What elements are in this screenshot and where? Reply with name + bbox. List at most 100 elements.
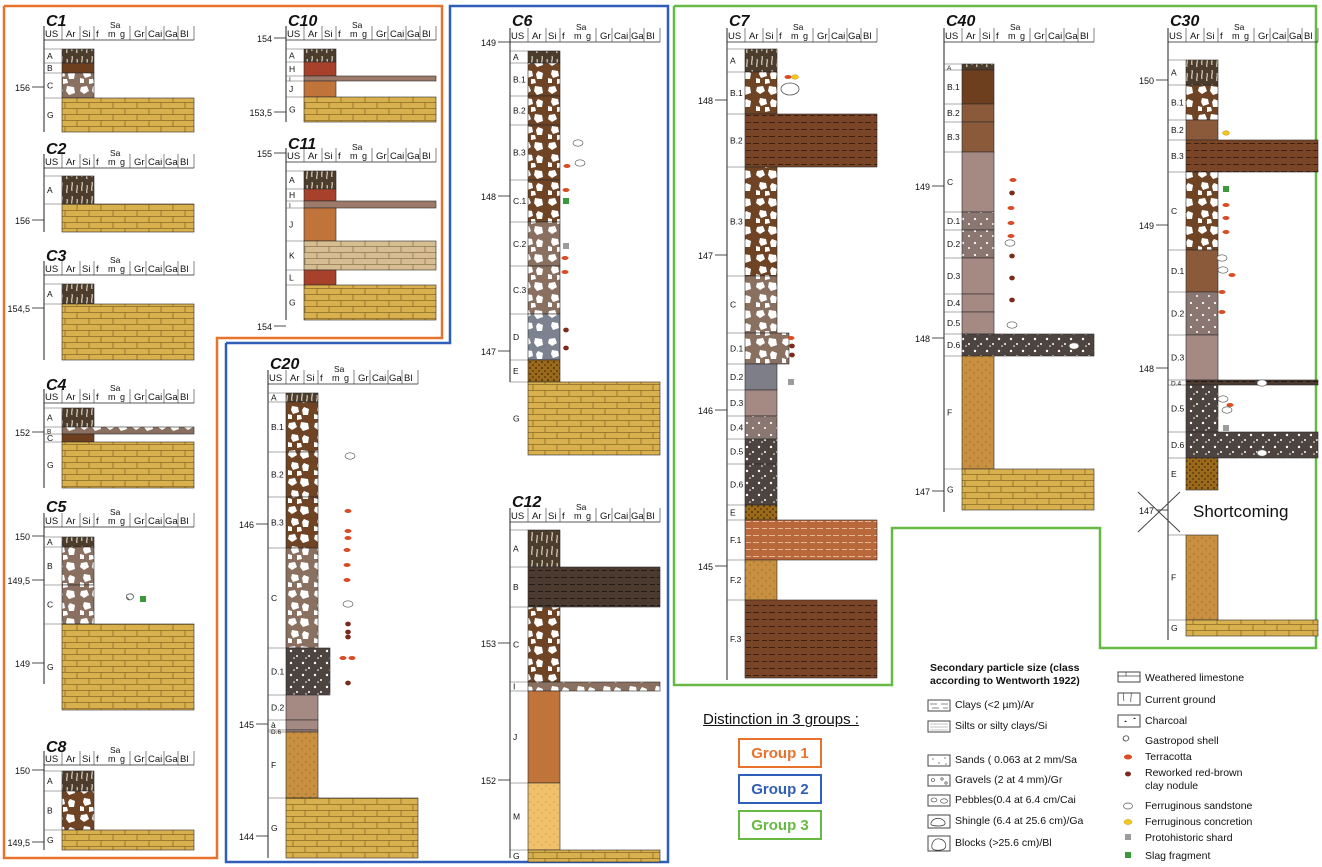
header-ar: Ar <box>1190 31 1200 42</box>
unit-layer <box>744 438 778 465</box>
header-gr: Gr <box>134 754 145 765</box>
legend-blocks: Blocks (>25.6 cm)/Bl <box>955 837 1052 849</box>
header-sa: Sa <box>576 502 587 512</box>
header-si: Si <box>82 29 90 40</box>
clay-nodule-marker <box>1009 275 1015 281</box>
header-us: US <box>45 392 58 403</box>
depth-label: 154 <box>257 322 272 332</box>
unit-label: B.1 <box>1171 98 1184 108</box>
depth-label: 156 <box>15 83 30 93</box>
unit-layer <box>303 188 337 202</box>
unit-label: J <box>289 84 293 94</box>
header-cai: Cai <box>148 516 162 527</box>
depth-label: 152 <box>15 428 30 438</box>
unit-layer <box>527 95 561 126</box>
header-bl: Bl <box>180 264 188 275</box>
header-cai: Cai <box>1048 31 1062 42</box>
header-g: g <box>362 151 367 161</box>
header-si: Si <box>324 29 332 40</box>
header-m: m <box>108 516 116 526</box>
depth-label: 154,5 <box>7 304 30 314</box>
header-f: f <box>562 511 565 522</box>
header-g: g <box>362 29 367 39</box>
clay-nodule-marker <box>345 629 351 635</box>
unit-label: F <box>947 408 952 418</box>
unit-layer <box>527 690 561 784</box>
depth-label: 150 <box>1139 76 1154 86</box>
unit-label: I <box>289 203 291 210</box>
header-ar: Ar <box>532 511 542 522</box>
header-gr: Gr <box>376 29 387 40</box>
legend-terracotta: Terracotta <box>1145 751 1192 763</box>
legend-shingle: Shingle (6.4 at 25.6 cm)/Ga <box>955 815 1084 827</box>
terracotta-marker <box>348 656 356 660</box>
unit-layer <box>61 175 95 205</box>
unit-layer <box>1185 457 1219 491</box>
protohistoric-shard-marker <box>788 379 794 385</box>
depth-label: 147 <box>698 251 713 261</box>
unit-layer <box>303 240 437 271</box>
depth-label: 153 <box>481 639 496 649</box>
terracotta-marker <box>1007 221 1015 225</box>
unit-layer <box>61 584 95 625</box>
header-ar: Ar <box>66 157 76 168</box>
unit-label: G <box>289 298 296 308</box>
header-cai: Cai <box>1272 31 1286 42</box>
header-si: Si <box>82 754 90 765</box>
header-ga: Ga <box>1289 31 1302 42</box>
header-si: Si <box>765 31 773 42</box>
unit-label: G <box>1171 623 1178 633</box>
column-title: C4 <box>46 377 67 394</box>
unit-layer <box>1185 431 1319 459</box>
unit-label: A <box>47 289 53 299</box>
unit-layer <box>61 407 95 428</box>
terracotta-marker <box>343 548 351 552</box>
depth-label: 150 <box>15 532 30 542</box>
header-g: g <box>120 29 125 39</box>
unit-layer <box>61 433 95 443</box>
unit-label: B <box>47 429 51 436</box>
depth-label: 149 <box>915 182 930 192</box>
unit-label: B.2 <box>1171 125 1184 135</box>
unit-label: D.4 <box>1171 381 1182 388</box>
header-us: US <box>45 264 58 275</box>
header-g: g <box>344 373 349 383</box>
depth-label: 148 <box>1139 364 1154 374</box>
column-title: C6 <box>512 13 533 30</box>
unit-label: à <box>271 720 276 730</box>
unit-layer <box>303 269 337 286</box>
header-bl: Bl <box>180 29 188 40</box>
terracotta-marker <box>562 188 570 192</box>
header-us: US <box>728 31 741 42</box>
unit-label: I <box>513 682 515 692</box>
unit-layer <box>303 170 337 190</box>
depth-label: 147 <box>915 487 930 497</box>
header-f: f <box>1220 31 1223 42</box>
depth-label: 148 <box>915 334 930 344</box>
unit-layer <box>527 381 661 456</box>
unit-layer <box>285 496 319 549</box>
terracotta-marker <box>1222 216 1230 220</box>
clay-nodule-marker <box>789 343 795 349</box>
header-g: g <box>586 511 591 521</box>
unit-layer <box>61 536 95 548</box>
unit-label: D.5 <box>1171 404 1185 414</box>
header-gr: Gr <box>376 151 387 162</box>
shortcoming-marker <box>1137 491 1181 533</box>
header-ar: Ar <box>749 31 759 42</box>
terracotta-marker <box>561 256 569 260</box>
unit-layer <box>61 203 195 233</box>
header-bl: Bl <box>404 373 412 384</box>
column-title: C10 <box>288 13 317 30</box>
header-f: f <box>779 31 782 42</box>
header-ga: Ga <box>1065 31 1078 42</box>
unit-label: A <box>271 393 277 403</box>
terracotta-marker <box>561 270 569 274</box>
depth-label: 149 <box>15 659 30 669</box>
depth-label: 146 <box>698 406 713 416</box>
depth-label: 149 <box>1139 221 1154 231</box>
header-cai: Cai <box>614 511 628 522</box>
unit-layer <box>527 265 561 315</box>
clay-nodule-marker <box>789 352 795 358</box>
depth-label: 153,5 <box>249 108 272 118</box>
